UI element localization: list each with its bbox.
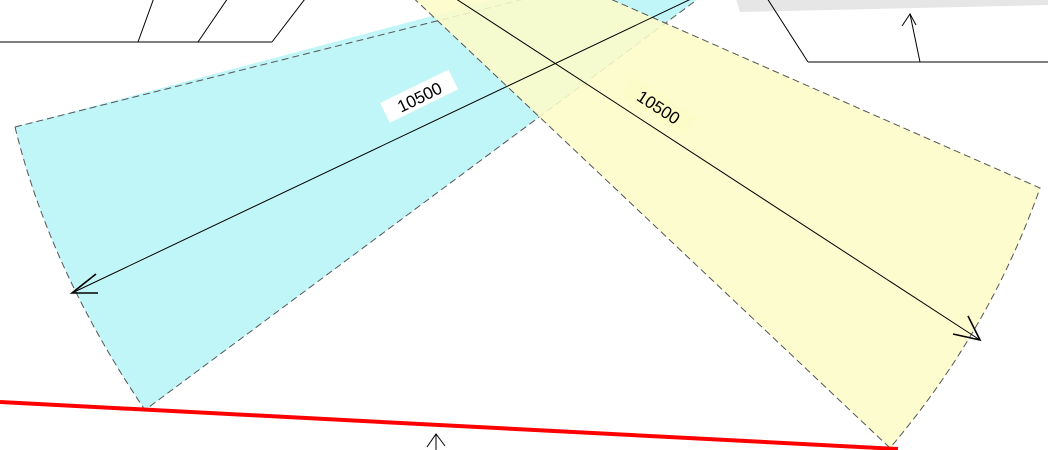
right-sector-fill: [415, 0, 1040, 448]
left-dimension-line: [69, 0, 691, 294]
red-boundary-line: [0, 400, 899, 450]
top-right-grey-band: [736, 0, 1048, 12]
top-left-outline: [0, 0, 305, 43]
top-right-outline: [767, 0, 1048, 63]
right-dimension-line: [456, 0, 982, 342]
right-sector-dash-outline: [414, 0, 1041, 449]
